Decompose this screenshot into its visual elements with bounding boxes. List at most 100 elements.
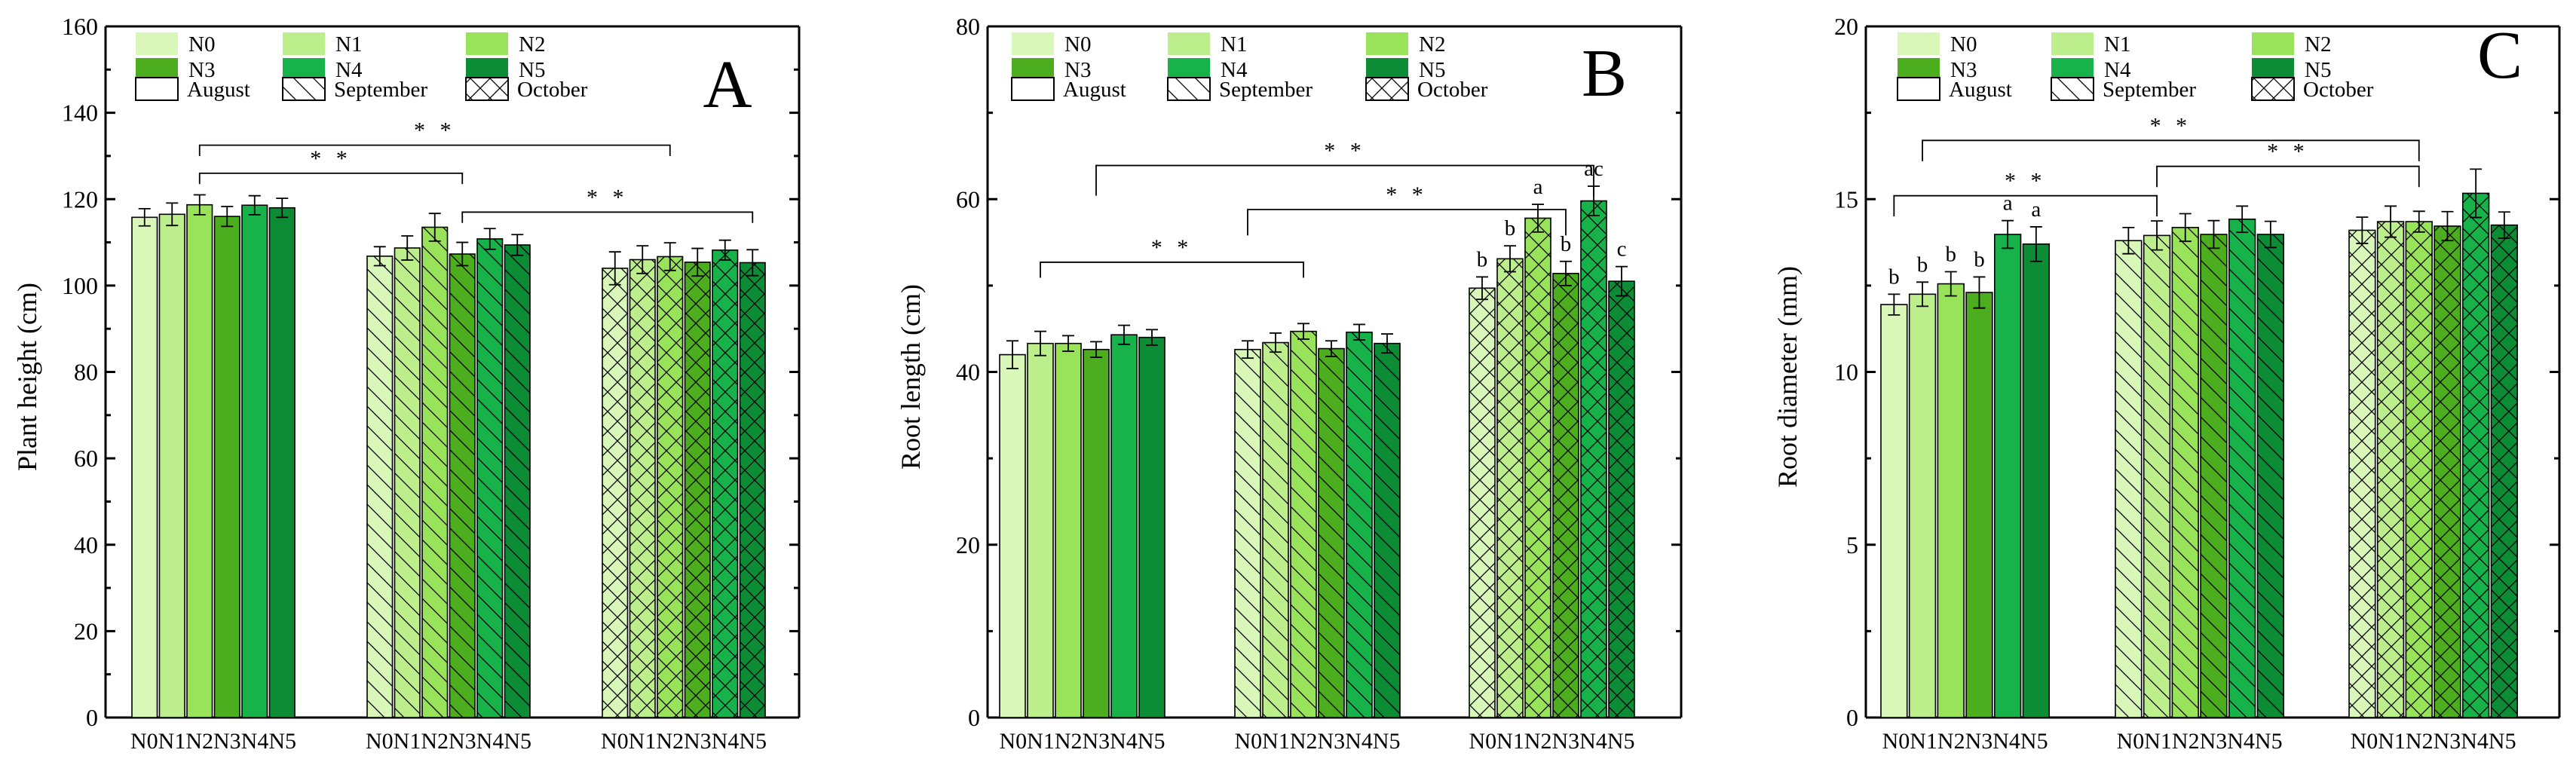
- panel-c-ytick-label: 5: [1846, 531, 1858, 558]
- legend-n2-swatch: [466, 32, 508, 55]
- bar-n3-august: [1083, 348, 1110, 718]
- significance-letter: b: [1974, 247, 1985, 271]
- bar-n0-august: [999, 353, 1026, 718]
- bar-n0-august: [1880, 304, 1908, 718]
- legend-august-swatch: [135, 77, 179, 101]
- bar-hatch-n2-september: [1291, 331, 1316, 718]
- bar-hatch-n5-october: [1609, 281, 1634, 718]
- legend-august-label: August: [187, 78, 250, 102]
- panel-c-ytick-label: 15: [1834, 185, 1858, 213]
- significance-letter: b: [1946, 243, 1957, 267]
- legend-october-label: October: [517, 78, 588, 102]
- bar-hatch-n5-october: [740, 262, 765, 718]
- significance-bracket: [2156, 165, 2420, 188]
- significance-letter: a: [1533, 175, 1543, 199]
- legend-n5-label: N5: [519, 58, 545, 82]
- panel-a-ytick-label: 60: [74, 445, 98, 472]
- panel-a-category-label: N0N1N2N3N4N5: [366, 729, 531, 754]
- legend-n3-label: N3: [1064, 58, 1091, 82]
- bar-n0-august: [131, 216, 158, 718]
- panel-c-category-label: N0N1N2N3N4N5: [1882, 729, 2048, 754]
- significance-stars: * *: [414, 118, 456, 143]
- bar-hatch-n3-october: [685, 262, 710, 718]
- panel-b-category-label: N0N1N2N3N4N5: [1235, 729, 1401, 754]
- legend-august-swatch: [1011, 77, 1055, 101]
- significance-letter: a: [2031, 197, 2041, 222]
- bar-hatch-n3-september: [449, 254, 475, 718]
- legend-n2-swatch: [1366, 32, 1408, 55]
- bar-n3-august: [1965, 292, 1993, 718]
- panel-c-chart: C Root diameter (mm) 05101520N0N1N2N3N4N…: [1772, 13, 2561, 754]
- panel-a-ylabel: Plant height (cm): [12, 283, 42, 471]
- legend-n1-swatch: [283, 32, 325, 55]
- legend-august-label: August: [1949, 78, 2012, 102]
- panel-b-legend: N0 N1 N2 N3 N4 N5 August September Octob…: [1011, 32, 1488, 102]
- bar-hatch-n4-september: [477, 238, 503, 718]
- significance-stars: * *: [2267, 139, 2309, 164]
- panel-c-axes: C Root diameter (mm): [1772, 18, 2522, 488]
- significance-stars: * *: [2005, 169, 2047, 194]
- bar-n2-august: [1055, 342, 1082, 718]
- panel-c-ylabel: Root diameter (mm): [1772, 266, 1803, 488]
- legend-n2-label: N2: [2305, 32, 2331, 57]
- significance-stars: * *: [587, 185, 629, 210]
- bar-n4-august: [1994, 234, 2022, 718]
- legend-n3-label: N3: [1950, 58, 1977, 82]
- bar-hatch-n1-october: [2377, 222, 2404, 718]
- significance-stars: * *: [1151, 235, 1193, 260]
- legend-n1-label: N1: [1221, 32, 1247, 57]
- bar-n2-august: [1937, 283, 1965, 718]
- significance-bracket: [1922, 139, 2420, 161]
- panel-b-chart: B Root length (cm) 020406080N0N1N2N3N4N5…: [896, 13, 1683, 754]
- bar-hatch-n1-october: [1497, 259, 1523, 718]
- legend-n0-label: N0: [188, 32, 215, 57]
- significance-bracket: [198, 144, 671, 156]
- panel-a-ytick-label: 160: [62, 13, 98, 40]
- bar-hatch-n2-september: [2172, 227, 2199, 718]
- significance-stars: * *: [310, 146, 352, 171]
- significance-bracket: [1095, 164, 1594, 196]
- bar-hatch-n4-september: [2228, 219, 2256, 718]
- panel-a-ytick-label: 80: [74, 359, 98, 386]
- legend-n4-label: N4: [335, 58, 363, 82]
- legend-october-hatch: [2252, 78, 2294, 100]
- legend-august-swatch: [1897, 77, 1940, 101]
- bar-hatch-n4-october: [712, 249, 738, 718]
- legend-september-hatch: [283, 78, 325, 100]
- panel-a-category-label: N0N1N2N3N4N5: [601, 729, 767, 754]
- panel-b-letter: B: [1582, 36, 1627, 111]
- bar-hatch-n0-october: [602, 268, 628, 718]
- significance-stars: * *: [1386, 182, 1428, 207]
- legend-n3-label: N3: [188, 58, 215, 82]
- bar-hatch-n3-september: [1319, 348, 1344, 718]
- panel-b-ytick-label: 80: [956, 13, 980, 40]
- bar-hatch-n1-september: [394, 248, 420, 718]
- bar-n1-august: [1908, 293, 1937, 718]
- significance-letter: c: [1617, 237, 1627, 262]
- panel-b-ylabel: Root length (cm): [896, 284, 926, 470]
- legend-n0-label: N0: [1064, 32, 1091, 57]
- bar-hatch-n5-september: [504, 245, 530, 718]
- bar-hatch-n2-october: [657, 256, 683, 718]
- legend-n2-label: N2: [519, 32, 545, 57]
- legend-october-label: October: [1417, 78, 1488, 102]
- bar-hatch-n4-september: [1346, 332, 1372, 718]
- panel-c-letter: C: [2477, 18, 2522, 93]
- legend-september-label: September: [1219, 78, 1313, 102]
- bar-hatch-n5-september: [1374, 343, 1400, 718]
- legend-n0-swatch: [1898, 32, 1940, 55]
- significance-bracket: [1040, 262, 1304, 278]
- bar-hatch-n0-september: [367, 256, 393, 718]
- panel-c-category-label: N0N1N2N3N4N5: [2351, 729, 2516, 754]
- bar-hatch-n3-october: [2434, 226, 2461, 718]
- panel-a-ytick-label: 20: [74, 617, 98, 644]
- bar-hatch-n0-september: [2115, 240, 2142, 718]
- panel-a-ytick-label: 40: [74, 531, 98, 558]
- panel-a-ytick-label: 100: [62, 272, 98, 299]
- bar-hatch-n5-october: [2491, 225, 2518, 718]
- significance-letter: b: [1888, 265, 1900, 289]
- bar-hatch-n4-october: [2462, 193, 2489, 718]
- significance-stars: * *: [2150, 113, 2192, 138]
